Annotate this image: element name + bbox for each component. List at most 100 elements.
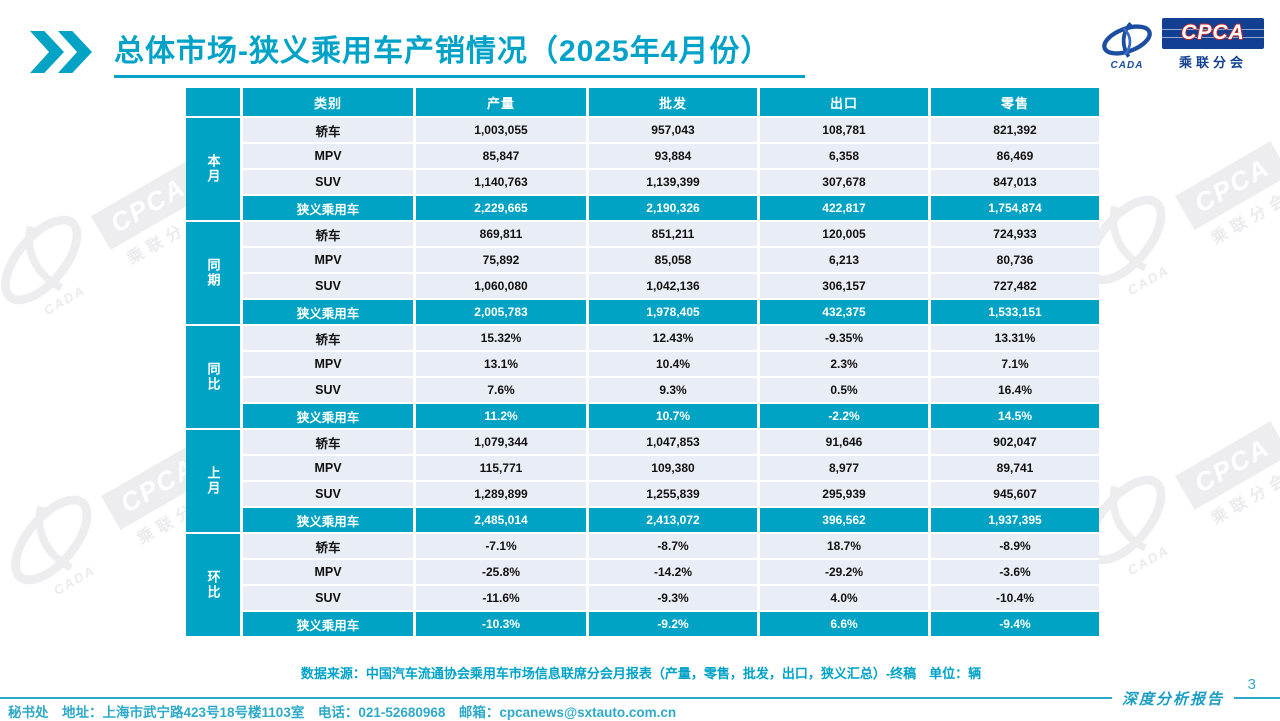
- row-group-label: 同期: [186, 222, 240, 324]
- value-cell: 2.3%: [760, 352, 928, 376]
- category-cell: SUV: [243, 586, 413, 610]
- category-cell: MPV: [243, 456, 413, 480]
- value-cell: -9.3%: [589, 586, 757, 610]
- value-cell: 18.7%: [760, 534, 928, 558]
- value-cell: 6,358: [760, 144, 928, 168]
- category-cell: SUV: [243, 482, 413, 506]
- value-cell: 7.1%: [931, 352, 1099, 376]
- summary-label-cell: 狭义乘用车: [243, 508, 413, 532]
- summary-value-cell: 2,413,072: [589, 508, 757, 532]
- data-table: 类别 产量 批发 出口 零售 本月 轿车 1,003,055 957,043 108,781 821…: [186, 88, 1099, 636]
- summary-value-cell: 432,375: [760, 300, 928, 324]
- category-cell: SUV: [243, 274, 413, 298]
- value-cell: 847,013: [931, 170, 1099, 194]
- row-group-label: 同比: [186, 326, 240, 428]
- value-cell: 115,771: [416, 456, 586, 480]
- value-cell: 724,933: [931, 222, 1099, 246]
- summary-value-cell: 14.5%: [931, 404, 1099, 428]
- value-cell: 902,047: [931, 430, 1099, 454]
- value-cell: 1,003,055: [416, 118, 586, 142]
- value-cell: 4.0%: [760, 586, 928, 610]
- page-title: 总体市场-狭义乘用车产销情况（2025年4月份）: [114, 26, 806, 78]
- summary-value-cell: 6.6%: [760, 612, 928, 636]
- summary-value-cell: 2,485,014: [416, 508, 586, 532]
- summary-value-cell: 2,229,665: [416, 196, 586, 220]
- cpca-chinese-name: 乘联分会: [1178, 55, 1247, 70]
- cada-swirl-icon: [1, 215, 82, 305]
- value-cell: 85,058: [589, 248, 757, 272]
- summary-value-cell: 396,562: [760, 508, 928, 532]
- value-cell: 89,741: [931, 456, 1099, 480]
- value-cell: 12.43%: [589, 326, 757, 350]
- row-group-label: 上月: [186, 430, 240, 532]
- value-cell: 108,781: [760, 118, 928, 142]
- cpca-wordmark: CPCA: [1162, 18, 1264, 49]
- cada-swirl-icon: [11, 495, 92, 585]
- value-cell: -29.2%: [760, 560, 928, 584]
- value-cell: 13.31%: [931, 326, 1099, 350]
- value-cell: 80,736: [931, 248, 1099, 272]
- row-group-label: 环比: [186, 534, 240, 636]
- column-header: 批发: [589, 88, 757, 116]
- source-note: 数据来源：中国汽车流通协会乘用车市场信息联席分会月报表（产量，零售，批发，出口，…: [300, 666, 982, 681]
- value-cell: 1,042,136: [589, 274, 757, 298]
- column-header: 产量: [416, 88, 586, 116]
- column-header: 出口: [760, 88, 928, 116]
- summary-label-cell: 狭义乘用车: [243, 300, 413, 324]
- summary-value-cell: 10.7%: [589, 404, 757, 428]
- summary-value-cell: 1,978,405: [589, 300, 757, 324]
- summary-value-cell: -9.4%: [931, 612, 1099, 636]
- value-cell: 16.4%: [931, 378, 1099, 402]
- summary-value-cell: 2,190,326: [589, 196, 757, 220]
- column-header: 类别: [243, 88, 413, 116]
- value-cell: 109,380: [589, 456, 757, 480]
- summary-value-cell: 1,754,874: [931, 196, 1099, 220]
- value-cell: 6,213: [760, 248, 928, 272]
- footer-contact: 秘书处 地址：上海市武宁路423号18号楼1103室 电话：021-526809…: [8, 705, 677, 720]
- summary-value-cell: -9.2%: [589, 612, 757, 636]
- cada-swirl-icon: [1102, 21, 1152, 58]
- value-cell: -14.2%: [589, 560, 757, 584]
- category-cell: 轿车: [243, 222, 413, 246]
- value-cell: 75,892: [416, 248, 586, 272]
- value-cell: 957,043: [589, 118, 757, 142]
- page-number: 3: [1247, 676, 1256, 693]
- table-corner-cell: [186, 88, 240, 116]
- value-cell: -8.9%: [931, 534, 1099, 558]
- category-cell: SUV: [243, 170, 413, 194]
- table-wrap: 类别 产量 批发 出口 零售 本月 轿车 1,003,055 957,043 108,781 821…: [186, 88, 1099, 636]
- value-cell: 1,047,853: [589, 430, 757, 454]
- summary-label-cell: 狭义乘用车: [243, 404, 413, 428]
- value-cell: 9.3%: [589, 378, 757, 402]
- value-cell: 1,079,344: [416, 430, 586, 454]
- summary-value-cell: 422,817: [760, 196, 928, 220]
- value-cell: 295,939: [760, 482, 928, 506]
- value-cell: -8.7%: [589, 534, 757, 558]
- category-cell: 轿车: [243, 430, 413, 454]
- value-cell: 0.5%: [760, 378, 928, 402]
- summary-label-cell: 狭义乘用车: [243, 196, 413, 220]
- value-cell: -9.35%: [760, 326, 928, 350]
- value-cell: 8,977: [760, 456, 928, 480]
- summary-value-cell: -10.3%: [416, 612, 586, 636]
- value-cell: -3.6%: [931, 560, 1099, 584]
- summary-value-cell: 2,005,783: [416, 300, 586, 324]
- value-cell: 869,811: [416, 222, 586, 246]
- value-cell: 1,060,080: [416, 274, 586, 298]
- value-cell: 85,847: [416, 144, 586, 168]
- report-type-label: 深度分析报告: [1111, 688, 1234, 709]
- value-cell: 1,289,899: [416, 482, 586, 506]
- value-cell: -10.4%: [931, 586, 1099, 610]
- value-cell: -11.6%: [416, 586, 586, 610]
- row-group-label: 本月: [186, 118, 240, 220]
- value-cell: 91,646: [760, 430, 928, 454]
- category-cell: 轿车: [243, 326, 413, 350]
- value-cell: 821,392: [931, 118, 1099, 142]
- value-cell: -7.1%: [416, 534, 586, 558]
- footer-divider: [0, 697, 1280, 699]
- value-cell: 307,678: [760, 170, 928, 194]
- category-cell: MPV: [243, 352, 413, 376]
- double-chevron-icon: [30, 31, 92, 73]
- category-cell: 轿车: [243, 534, 413, 558]
- slide-header: 总体市场-狭义乘用车产销情况（2025年4月份）: [30, 26, 806, 78]
